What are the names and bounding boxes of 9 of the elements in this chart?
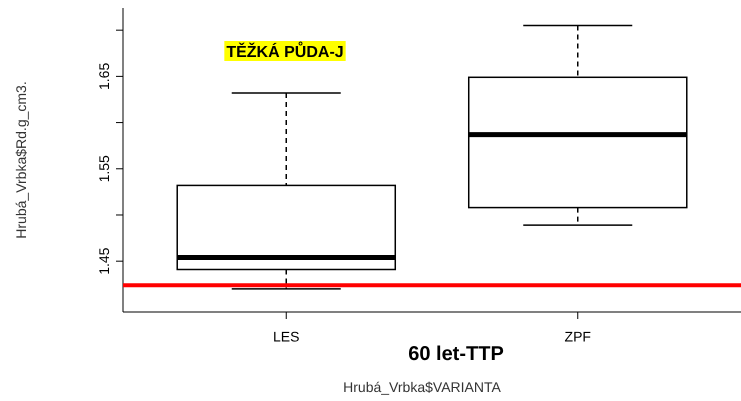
annotation: TĚŽKÁ PŮDA-J xyxy=(226,41,344,61)
y-axis-title: Hrubá_Vrbka$Rd.g_cm3. xyxy=(13,81,29,239)
y-tick-label: 1.45 xyxy=(96,247,112,275)
y-tick-label: 1.55 xyxy=(96,154,112,182)
x-axis-title: Hrubá_Vrbka$VARIANTA xyxy=(343,379,502,395)
text: 60 let-TTP xyxy=(408,343,504,365)
x-tick-label: LES xyxy=(273,328,300,345)
x-tick-label: ZPF xyxy=(564,328,591,345)
y-tick-label: 1.65 xyxy=(96,62,112,90)
